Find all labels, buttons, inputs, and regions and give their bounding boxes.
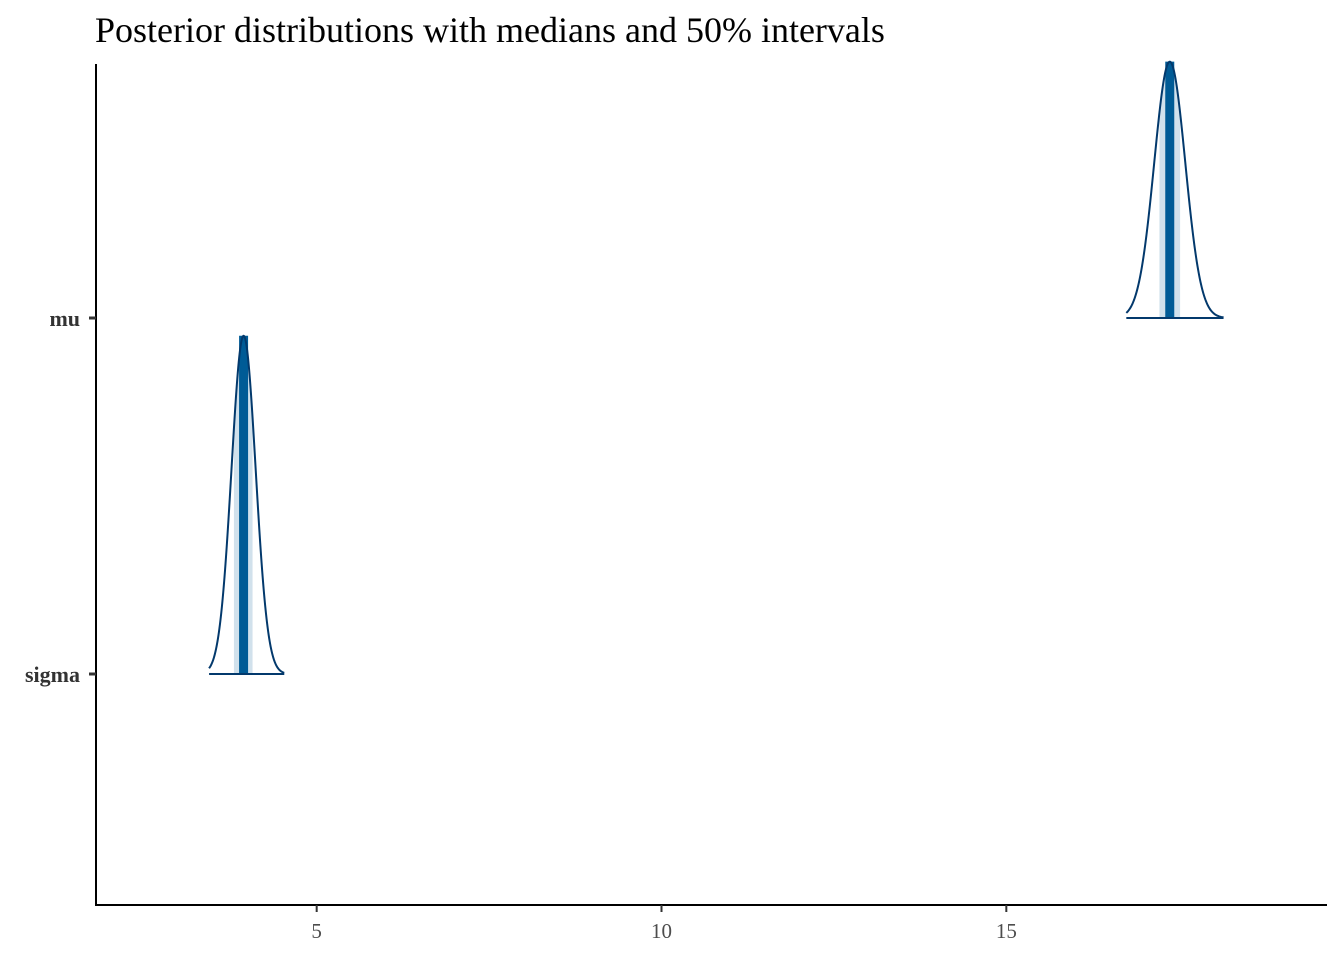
y-axis: mu sigma	[25, 306, 96, 687]
y-tick-label-sigma: sigma	[25, 662, 80, 687]
density-curve-sigma	[208, 334, 285, 674]
density-curve-mu	[1125, 60, 1224, 319]
y-tick-label-mu: mu	[49, 306, 80, 331]
plot-area	[208, 60, 1224, 675]
density-mu	[1125, 60, 1224, 319]
x-axis: 5 10 15	[311, 905, 1017, 943]
x-tick-label-10: 10	[651, 919, 672, 943]
x-tick-label-5: 5	[311, 919, 322, 943]
chart-title: Posterior distributions with medians and…	[95, 10, 885, 50]
x-tick-label-15: 15	[996, 919, 1017, 943]
density-sigma	[208, 334, 285, 675]
